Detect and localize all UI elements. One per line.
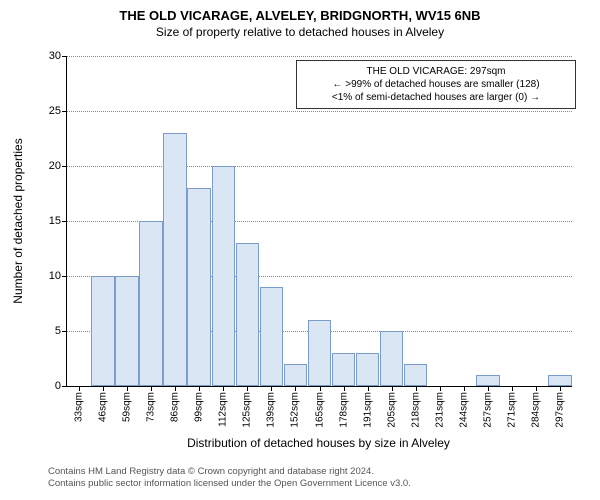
ytick-label: 0 [55,380,67,392]
xtick-mark [79,386,80,391]
xtick-mark [344,386,345,391]
xtick-mark [103,386,104,391]
xtick-mark [464,386,465,391]
xtick-mark [223,386,224,391]
xtick-label: 59sqm [122,392,133,422]
xtick-label: 139sqm [266,392,277,428]
ytick-label: 25 [49,105,67,117]
gridline [67,111,572,112]
xtick-label: 244sqm [458,392,469,428]
bar [91,276,115,386]
ytick-label: 5 [55,325,67,337]
xtick-label: 271sqm [506,392,517,428]
bar [212,166,236,386]
xtick-label: 231sqm [434,392,445,428]
ytick-label: 20 [49,160,67,172]
xtick-mark [560,386,561,391]
x-axis-label: Distribution of detached houses by size … [66,436,571,450]
gridline [67,56,572,57]
xtick-mark [199,386,200,391]
xtick-mark [247,386,248,391]
gridline [67,166,572,167]
xtick-label: 73sqm [146,392,157,422]
xtick-label: 165sqm [314,392,325,428]
xtick-mark [392,386,393,391]
xtick-label: 33sqm [74,392,85,422]
xtick-mark [271,386,272,391]
chart-container: THE OLD VICARAGE, ALVELEY, BRIDGNORTH, W… [0,0,600,500]
xtick-label: 257sqm [482,392,493,428]
footer-attribution: Contains HM Land Registry data © Crown c… [48,466,411,491]
bar [548,375,572,386]
xtick-label: 46sqm [98,392,109,422]
xtick-label: 99sqm [194,392,205,422]
footer-line-1: Contains HM Land Registry data © Crown c… [48,466,411,478]
bar [284,364,308,386]
bar [308,320,332,386]
xtick-mark [536,386,537,391]
y-axis-label: Number of detached properties [11,138,25,303]
xtick-label: 112sqm [218,392,229,427]
xtick-label: 152sqm [290,392,301,428]
bar [380,331,404,386]
ytick-label: 10 [49,270,67,282]
bar [187,188,211,386]
xtick-mark [368,386,369,391]
xtick-label: 218sqm [410,392,421,428]
bar [236,243,260,386]
xtick-mark [416,386,417,391]
xtick-mark [440,386,441,391]
xtick-label: 284sqm [530,392,541,428]
plot-area: 05101520253033sqm46sqm59sqm73sqm86sqm99s… [66,56,572,387]
xtick-mark [512,386,513,391]
bar [163,133,187,386]
bar [332,353,356,386]
bar [404,364,428,386]
bar [260,287,284,386]
xtick-mark [488,386,489,391]
xtick-mark [320,386,321,391]
chart-title: THE OLD VICARAGE, ALVELEY, BRIDGNORTH, W… [0,0,600,23]
xtick-mark [295,386,296,391]
bar [476,375,500,386]
chart-subtitle: Size of property relative to detached ho… [0,23,600,39]
xtick-label: 125sqm [242,392,253,428]
bar [356,353,380,386]
ytick-label: 30 [49,50,67,62]
bar [139,221,163,386]
bar [115,276,139,386]
xtick-mark [127,386,128,391]
xtick-mark [151,386,152,391]
xtick-label: 86sqm [170,392,181,422]
xtick-label: 178sqm [338,392,349,428]
xtick-mark [175,386,176,391]
footer-line-2: Contains public sector information licen… [48,478,411,490]
xtick-label: 191sqm [362,392,373,428]
xtick-label: 205sqm [386,392,397,428]
xtick-label: 297sqm [554,392,565,428]
ytick-label: 15 [49,215,67,227]
